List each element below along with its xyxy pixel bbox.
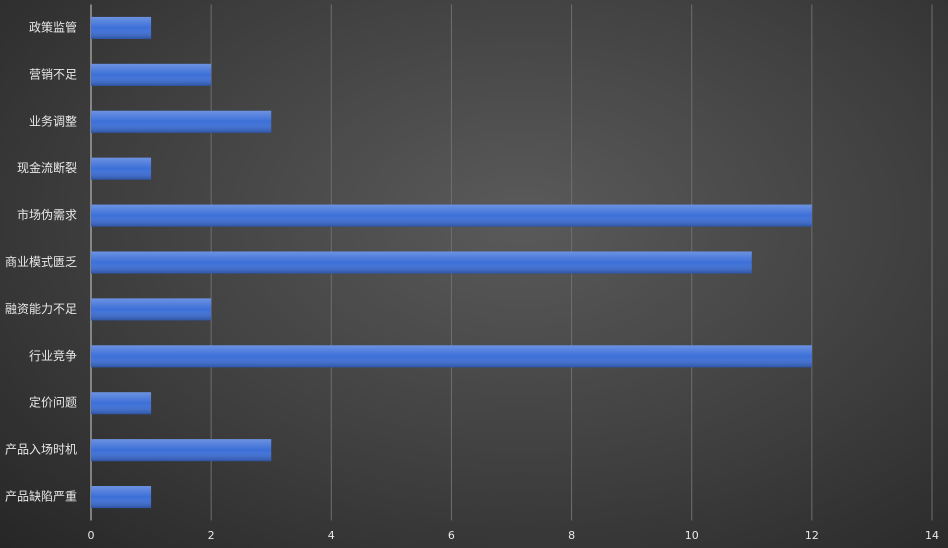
y-tick-label: 政策监管	[29, 19, 77, 34]
x-tick-label: 0	[88, 529, 95, 542]
bar-shade	[91, 298, 212, 321]
y-tick-label: 现金流断裂	[17, 160, 77, 175]
bar-shade	[91, 486, 152, 509]
bar-shade	[91, 204, 812, 227]
bar-shade	[91, 110, 272, 133]
x-tick-label: 4	[328, 529, 335, 542]
y-tick-label: 行业竞争	[29, 349, 77, 363]
bar-shade	[91, 63, 212, 86]
bar-shade	[91, 157, 152, 180]
x-tick-label: 10	[685, 529, 699, 542]
x-tick-label: 8	[568, 529, 575, 542]
bar-shade	[91, 16, 152, 39]
bar-shade	[91, 251, 752, 274]
y-tick-label: 市场伪需求	[17, 207, 77, 222]
y-tick-label: 定价问题	[29, 395, 77, 410]
bar-shade	[91, 439, 272, 462]
x-tick-label: 12	[805, 529, 819, 542]
y-tick-label: 商业模式匮乏	[5, 254, 77, 269]
bar-shade	[91, 345, 812, 368]
y-tick-label: 融资能力不足	[5, 302, 77, 316]
y-tick-label: 产品缺陷严重	[5, 489, 77, 504]
y-tick-label: 业务调整	[29, 113, 77, 128]
x-tick-label: 14	[925, 529, 939, 542]
y-tick-label: 产品入场时机	[5, 443, 77, 457]
y-tick-label: 营销不足	[29, 67, 77, 81]
x-tick-label: 2	[208, 529, 215, 542]
x-tick-label: 6	[448, 529, 455, 542]
bar-shade	[91, 392, 152, 415]
